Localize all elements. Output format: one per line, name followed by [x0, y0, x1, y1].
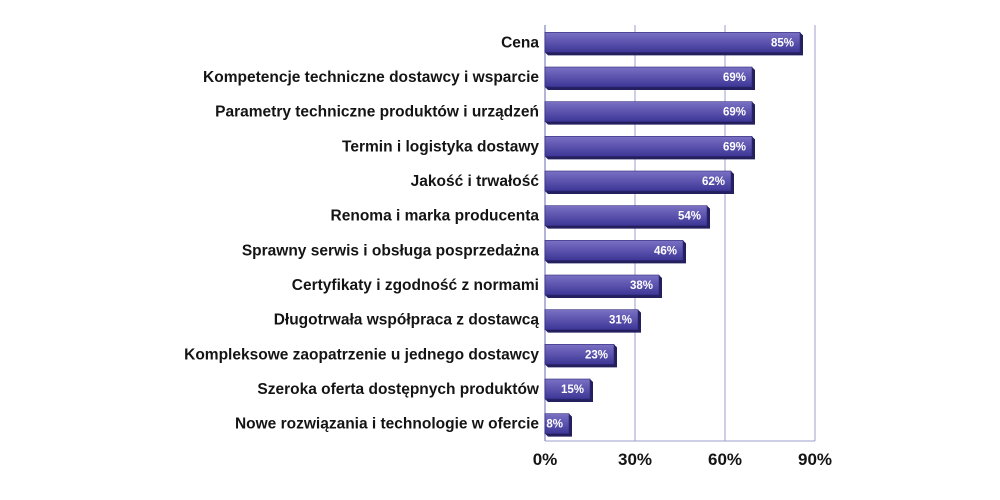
bar [544, 170, 732, 192]
x-tick-label: 0% [533, 450, 558, 469]
category-label: Kompleksowe zaopatrzenie u jednego dosta… [184, 346, 539, 363]
bar-value-label: 31% [609, 315, 632, 327]
category-label: Renoma i marka producenta [331, 208, 540, 225]
bar [544, 274, 660, 296]
bar-shadow [545, 344, 617, 368]
bar [544, 378, 591, 400]
category-label: Cena [501, 34, 539, 51]
bar-value-label: 8% [546, 419, 563, 431]
bar-value-label: 69% [723, 107, 746, 119]
bar-value-label: 38% [630, 280, 653, 292]
bar-shadow [545, 379, 593, 402]
bar-value-label: 15% [561, 384, 584, 396]
bar [544, 413, 570, 434]
bar [544, 205, 708, 226]
bar-value-label: 85% [771, 37, 794, 49]
bar [544, 344, 615, 365]
bar [544, 240, 684, 261]
bar-shadow [545, 205, 710, 229]
bar [544, 136, 753, 157]
category-label: Termin i logistyka dostawy [342, 138, 539, 155]
bar-value-label: 62% [702, 176, 725, 188]
bar-shadow [545, 240, 686, 264]
bar [544, 101, 753, 122]
bar-value-label: 69% [723, 141, 746, 153]
bars [544, 32, 803, 437]
category-label: Sprawny serwis i obsługa posprzedażna [242, 242, 540, 259]
bar-shadow [545, 136, 755, 160]
category-label: Kompetencje techniczne dostawcy i wsparc… [203, 69, 539, 86]
bar [544, 66, 753, 88]
bar-value-label: 69% [723, 72, 746, 84]
category-label: Nowe rozwiązania i technologie w ofercie [235, 416, 539, 433]
gridlines [544, 25, 816, 442]
x-tick-label: 30% [618, 450, 652, 469]
category-label: Certyfikaty i zgodność z normami [292, 277, 539, 294]
bar-shadow [545, 67, 755, 90]
bar [544, 309, 639, 330]
category-label: Szeroka oferta dostępnych produktów [257, 381, 540, 398]
bar-shadow [545, 275, 662, 298]
category-label: Parametry techniczne produktów i urządze… [215, 104, 539, 121]
labels: 0% 30% 60% 90% 85% Cena 69% Kompetencje technic… [184, 34, 832, 469]
bar-shadow [545, 309, 641, 333]
x-tick-label: 60% [708, 450, 742, 469]
bar-value-label: 54% [678, 211, 701, 223]
bar [544, 32, 801, 53]
bar-shadow [545, 32, 803, 56]
category-label: Długotrwała współpraca z dostawcą [274, 312, 540, 329]
x-tick-label: 90% [798, 450, 832, 469]
category-label: Jakość i trwałość [411, 173, 540, 190]
bar-value-label: 46% [654, 245, 677, 257]
bar-value-label: 23% [585, 349, 608, 361]
bar-shadow [545, 171, 734, 194]
bar-shadow [545, 101, 755, 125]
